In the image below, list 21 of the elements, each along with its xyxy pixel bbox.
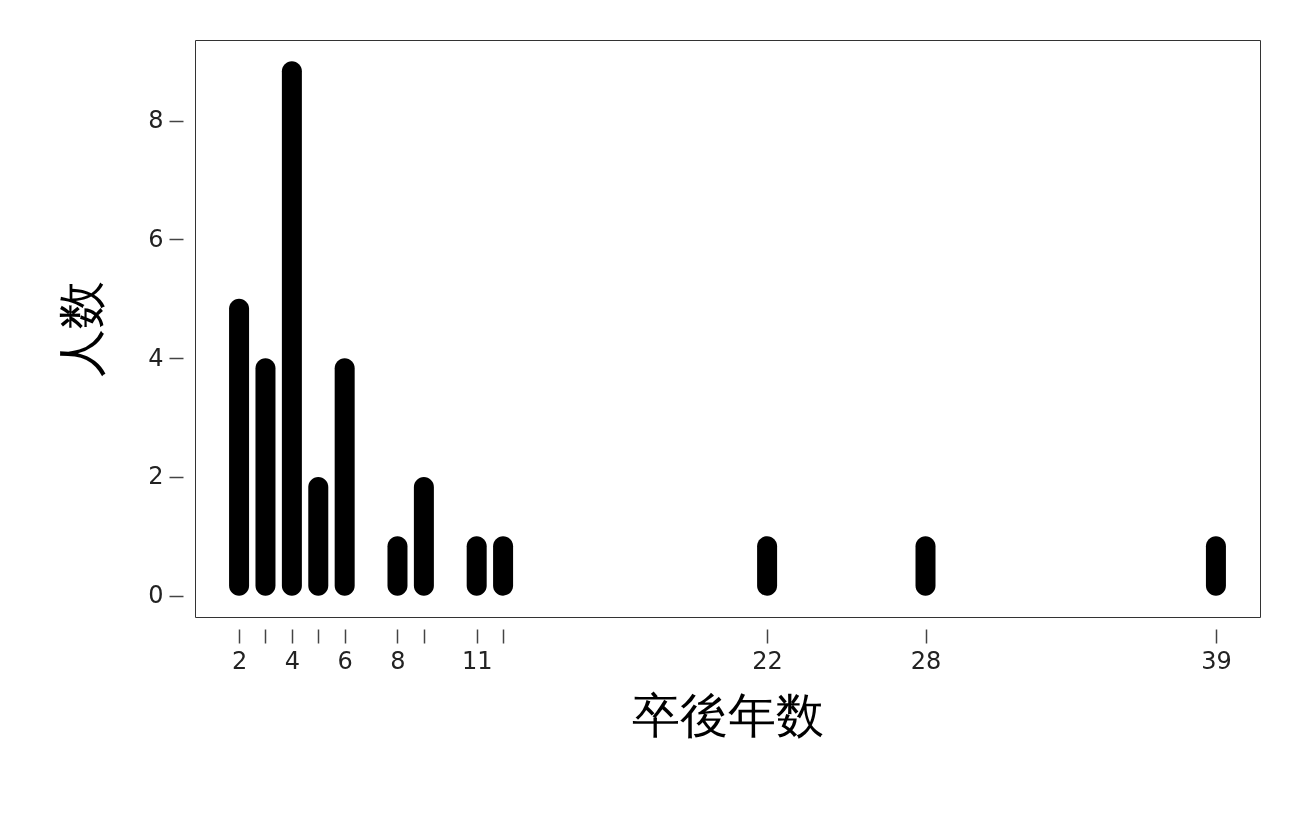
x-tick-label: 39: [1201, 646, 1232, 675]
y-tick-label: 0: [148, 581, 164, 610]
x-tick-label: 8: [390, 646, 406, 675]
x-tick-label: 22: [752, 646, 783, 675]
bar: [334, 358, 355, 596]
bar: [229, 298, 250, 596]
bar: [255, 358, 276, 596]
bar: [308, 476, 329, 596]
y-tick-label: 4: [148, 343, 164, 372]
x-tick-label: 6: [337, 646, 353, 675]
y-tick-label: 6: [148, 224, 164, 253]
x-axis-title: 卒後年数: [632, 686, 824, 743]
x-tick-label: 28: [910, 646, 942, 675]
y-tick-label: 8: [148, 106, 164, 135]
x-tick-label: 4: [284, 646, 301, 675]
x-tick-label: 2: [231, 646, 248, 675]
x-tick-label: 11: [461, 646, 493, 675]
y-tick-label: 2: [148, 462, 164, 491]
bar: [413, 476, 434, 596]
bar: [281, 61, 302, 596]
y-axis-title: 人数: [53, 281, 110, 377]
